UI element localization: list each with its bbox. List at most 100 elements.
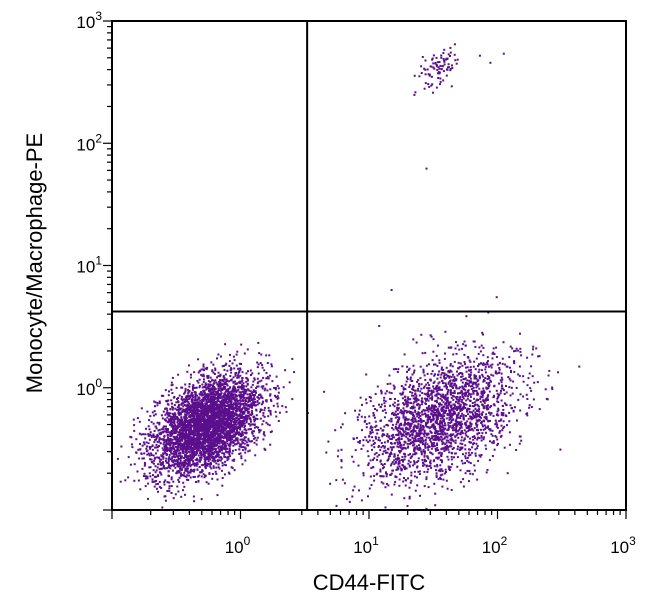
scatter-point <box>217 455 220 458</box>
scatter-point <box>465 430 468 433</box>
scatter-point <box>215 407 218 410</box>
scatter-point <box>176 462 179 465</box>
scatter-point <box>213 445 216 448</box>
scatter-point <box>392 384 395 387</box>
scatter-point <box>399 446 402 449</box>
scatter-point <box>217 408 220 411</box>
scatter-point <box>426 471 429 473</box>
scatter-point <box>224 386 227 388</box>
scatter-point <box>172 414 175 417</box>
scatter-point <box>142 475 145 477</box>
scatter-point <box>224 442 227 445</box>
scatter-point <box>253 404 256 407</box>
scatter-point <box>222 432 225 435</box>
scatter-point <box>201 438 204 441</box>
scatter-point <box>242 404 245 407</box>
scatter-point <box>233 415 236 417</box>
scatter-point <box>206 441 209 444</box>
scatter-point <box>417 425 420 428</box>
scatter-point <box>214 448 217 451</box>
scatter-point <box>133 479 136 482</box>
scatter-point <box>232 408 235 411</box>
scatter-point <box>172 455 175 458</box>
scatter-point <box>217 375 220 378</box>
scatter-point <box>177 471 180 474</box>
scatter-point <box>228 395 231 398</box>
scatter-point <box>246 377 249 380</box>
scatter-point <box>141 467 144 470</box>
scatter-point <box>192 433 194 436</box>
scatter-point <box>240 385 243 388</box>
scatter-point <box>155 446 158 449</box>
scatter-point <box>212 466 215 469</box>
scatter-point <box>416 465 419 468</box>
scatter-point <box>235 420 237 423</box>
scatter-point <box>209 458 212 461</box>
scatter-point <box>190 458 193 461</box>
scatter-point <box>189 435 192 438</box>
scatter-point <box>172 444 175 447</box>
scatter-point <box>164 413 167 416</box>
scatter-point <box>150 421 153 424</box>
scatter-point <box>251 402 254 405</box>
scatter-point <box>151 478 154 481</box>
scatter-point <box>184 448 187 451</box>
scatter-point <box>142 433 145 436</box>
scatter-point <box>166 409 169 412</box>
scatter-point <box>196 394 198 397</box>
scatter-point <box>408 464 411 467</box>
scatter-point <box>192 387 194 389</box>
scatter-point <box>166 481 169 484</box>
scatter-point <box>208 451 211 454</box>
scatter-point <box>140 433 143 436</box>
scatter-point <box>195 386 198 389</box>
scatter-point <box>176 425 179 428</box>
scatter-point <box>424 446 427 449</box>
scatter-point <box>260 403 263 406</box>
scatter-point <box>209 416 212 419</box>
scatter-point <box>177 404 180 407</box>
scatter-point <box>365 439 368 442</box>
scatter-point <box>152 422 155 425</box>
scatter-point <box>238 418 241 421</box>
scatter-point <box>218 456 221 459</box>
scatter-point <box>213 414 216 417</box>
scatter-point <box>228 449 231 452</box>
scatter-point <box>212 425 215 427</box>
scatter-point <box>131 443 133 446</box>
scatter-point <box>203 428 206 431</box>
scatter-point <box>174 426 177 429</box>
scatter-point <box>221 378 224 381</box>
scatter-point <box>199 416 202 419</box>
scatter-point <box>178 465 181 468</box>
scatter-point <box>202 380 205 383</box>
scatter-point <box>223 409 226 412</box>
scatter-point <box>238 423 241 426</box>
scatter-point <box>511 347 514 350</box>
scatter-point <box>263 434 266 437</box>
scatter-point <box>442 368 445 371</box>
scatter-point <box>216 451 219 454</box>
scatter-point <box>184 427 187 430</box>
scatter-point <box>220 431 223 434</box>
scatter-point <box>140 452 143 455</box>
scatter-point <box>224 418 227 420</box>
scatter-point <box>222 399 225 401</box>
scatter-point <box>177 433 180 436</box>
scatter-point <box>173 458 176 461</box>
scatter-point <box>178 425 181 428</box>
scatter-point <box>291 357 294 360</box>
scatter-point <box>406 370 408 373</box>
scatter-point <box>255 439 258 442</box>
scatter-point <box>180 434 183 437</box>
scatter-point <box>220 403 223 406</box>
scatter-point <box>167 442 170 445</box>
scatter-point <box>211 473 214 475</box>
scatter-point <box>223 432 226 435</box>
scatter-point <box>217 421 220 424</box>
scatter-point <box>209 397 212 400</box>
scatter-point <box>435 437 438 440</box>
scatter-point <box>208 385 211 387</box>
scatter-point <box>390 438 393 440</box>
scatter-point <box>174 432 177 435</box>
